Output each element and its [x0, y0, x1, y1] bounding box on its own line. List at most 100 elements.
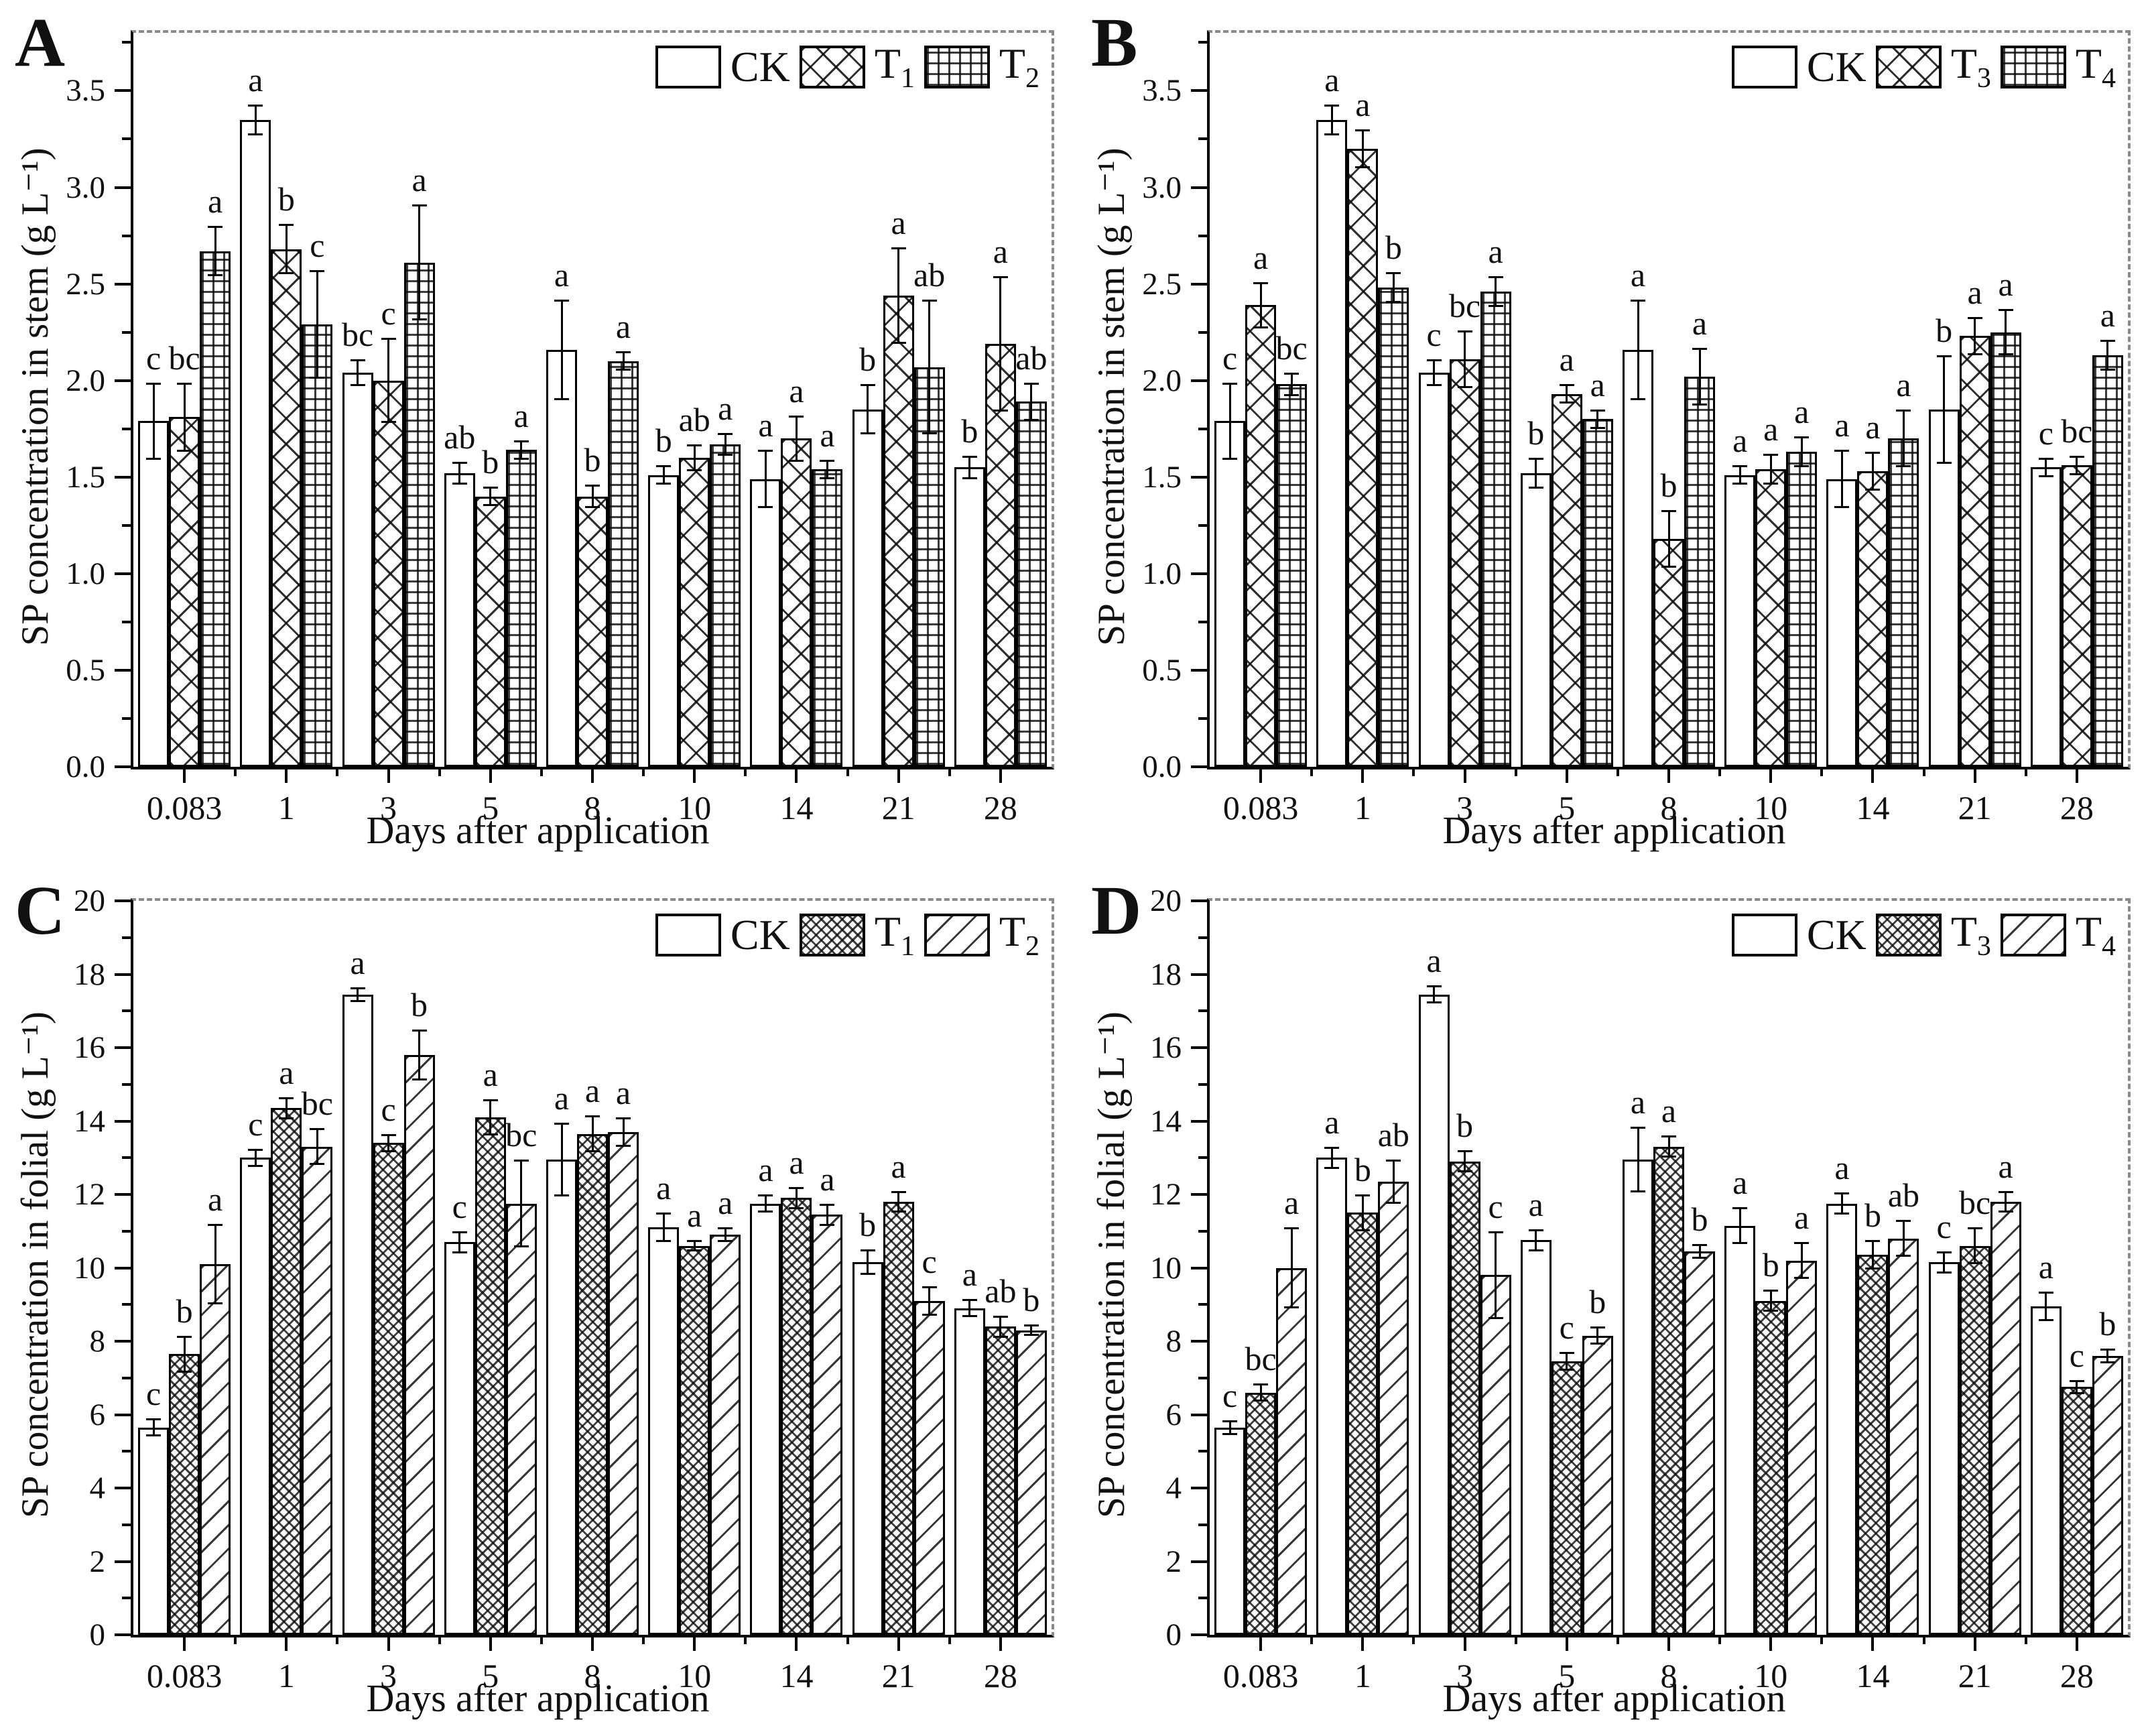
- error-bar-cap-bottom: [1794, 1276, 1810, 1279]
- error-bar: [316, 270, 318, 379]
- bar-t1-day-21: [883, 295, 914, 767]
- y-tick-label: 10: [74, 1250, 105, 1286]
- y-tick-label: 6: [1165, 1397, 1182, 1432]
- significance-letter: b: [1864, 1196, 1881, 1235]
- error-bar-cap-top: [1967, 316, 1982, 319]
- legend-swatch-t1: [799, 914, 865, 957]
- y-major-tick: [1191, 765, 1207, 768]
- significance-letter: ab: [1015, 338, 1048, 377]
- significance-letter: a: [1630, 255, 1646, 294]
- significance-letter: bc: [301, 1084, 333, 1123]
- error-bar-cap-top: [1590, 409, 1605, 412]
- x-minor-tick: [1616, 767, 1619, 776]
- y-minor-tick: [1198, 717, 1208, 720]
- error-bar-cap-bottom: [1528, 487, 1543, 489]
- significance-letter: ab: [1887, 1176, 1920, 1215]
- y-tick-label: 20: [1150, 883, 1182, 918]
- error-bar-cap-bottom: [2038, 1318, 2053, 1321]
- x-major-tick: [897, 767, 900, 783]
- x-tick-label: 8: [584, 789, 601, 826]
- error-bar: [1738, 1207, 1741, 1244]
- bar-ck-day-8: [1623, 349, 1653, 767]
- significance-letter: ab: [1377, 1116, 1409, 1154]
- y-tick-label: 0: [89, 1617, 106, 1652]
- bar-t2-day-14: [812, 469, 843, 767]
- significance-letter: b: [1660, 466, 1678, 504]
- legend-label-ck: CK: [730, 911, 790, 959]
- x-major-tick: [2075, 767, 2078, 783]
- bar-ck-day-5: [444, 473, 475, 767]
- error-bar: [1871, 1240, 1874, 1270]
- error-bar: [1800, 436, 1803, 468]
- x-tick-label: 21: [1958, 1657, 1992, 1694]
- error-bar: [897, 247, 900, 344]
- error-bar-cap-top: [687, 444, 702, 446]
- x-minor-tick: [1922, 767, 1925, 776]
- error-bar-cap-top: [412, 1029, 427, 1032]
- error-bar-cap-bottom: [1426, 1001, 1442, 1004]
- error-bar: [285, 224, 288, 275]
- x-minor-tick: [1514, 767, 1517, 776]
- error-bar-cap-bottom: [1834, 505, 1850, 508]
- error-bar: [1974, 316, 1976, 356]
- x-tick-label: 5: [482, 1657, 499, 1694]
- error-bar: [867, 384, 869, 435]
- error-bar: [1738, 465, 1741, 485]
- x-major-tick: [2075, 1635, 2078, 1651]
- significance-letter: a: [891, 1147, 906, 1185]
- significance-letter: a: [1590, 365, 1605, 404]
- significance-letter: b: [482, 443, 499, 481]
- bar-ck-day-10: [1724, 475, 1756, 767]
- y-major-tick: [1191, 475, 1207, 479]
- error-bar: [591, 1115, 594, 1153]
- x-major-tick: [1259, 1635, 1263, 1651]
- error-bar-cap-top: [922, 299, 937, 302]
- legend-swatch-t2: [924, 46, 990, 89]
- x-major-tick: [795, 1635, 798, 1651]
- error-bar-cap-top: [993, 276, 1008, 279]
- error-bar: [1464, 330, 1466, 389]
- bar-t4-day-21: [1990, 1201, 2021, 1635]
- error-bar-cap-top: [2038, 1292, 2053, 1294]
- bar-t3-day-14: [1857, 471, 1889, 767]
- y-minor-tick: [1198, 1376, 1208, 1379]
- error-bar-cap-bottom: [381, 421, 396, 424]
- error-bar: [254, 1148, 257, 1167]
- y-major-tick: [1191, 1119, 1207, 1123]
- y-tick-label: 1.0: [66, 556, 105, 591]
- legend-swatch-ck: [1731, 914, 1797, 957]
- bar-ck-day-3: [1418, 994, 1450, 1635]
- error-bar-cap-top: [860, 384, 875, 387]
- y-major-tick: [115, 1193, 131, 1196]
- bar-t4-day-28: [2092, 1355, 2123, 1635]
- significance-letter: b: [584, 441, 601, 479]
- error-bar-cap-top: [1631, 1126, 1645, 1129]
- significance-letter: a: [350, 943, 365, 981]
- bar-t1-day-8: [577, 1133, 608, 1635]
- y-major-tick: [1191, 668, 1207, 672]
- error-bar-cap-bottom: [554, 1194, 569, 1196]
- legend-swatch-t1: [799, 46, 865, 89]
- legend: CK T1 T2: [655, 910, 1039, 960]
- x-tick-label: 1: [1354, 789, 1371, 826]
- error-bar-cap-bottom: [1967, 353, 1982, 356]
- bar-ck-day-3: [342, 373, 373, 767]
- error-bar: [662, 1213, 665, 1243]
- error-bar-cap-bottom: [248, 133, 263, 135]
- x-minor-tick: [1616, 1635, 1619, 1644]
- legend-label-ck: CK: [1806, 43, 1866, 91]
- y-major-tick: [115, 1487, 131, 1489]
- error-bar-cap-top: [2038, 457, 2053, 460]
- y-minor-tick: [122, 41, 131, 44]
- significance-letter: a: [554, 1079, 570, 1117]
- panel-letter: B: [1091, 4, 1138, 81]
- error-bar-cap-top: [1284, 373, 1300, 375]
- error-bar-cap-top: [177, 382, 192, 385]
- error-bar-cap-top: [758, 1194, 773, 1196]
- x-minor-tick: [1310, 767, 1314, 776]
- error-bar-cap-bottom: [1222, 457, 1238, 460]
- x-tick-label: 21: [881, 789, 915, 826]
- error-bar: [152, 1418, 155, 1437]
- bar-t4-day-3: [1480, 292, 1511, 767]
- error-bar-cap-top: [2069, 456, 2084, 458]
